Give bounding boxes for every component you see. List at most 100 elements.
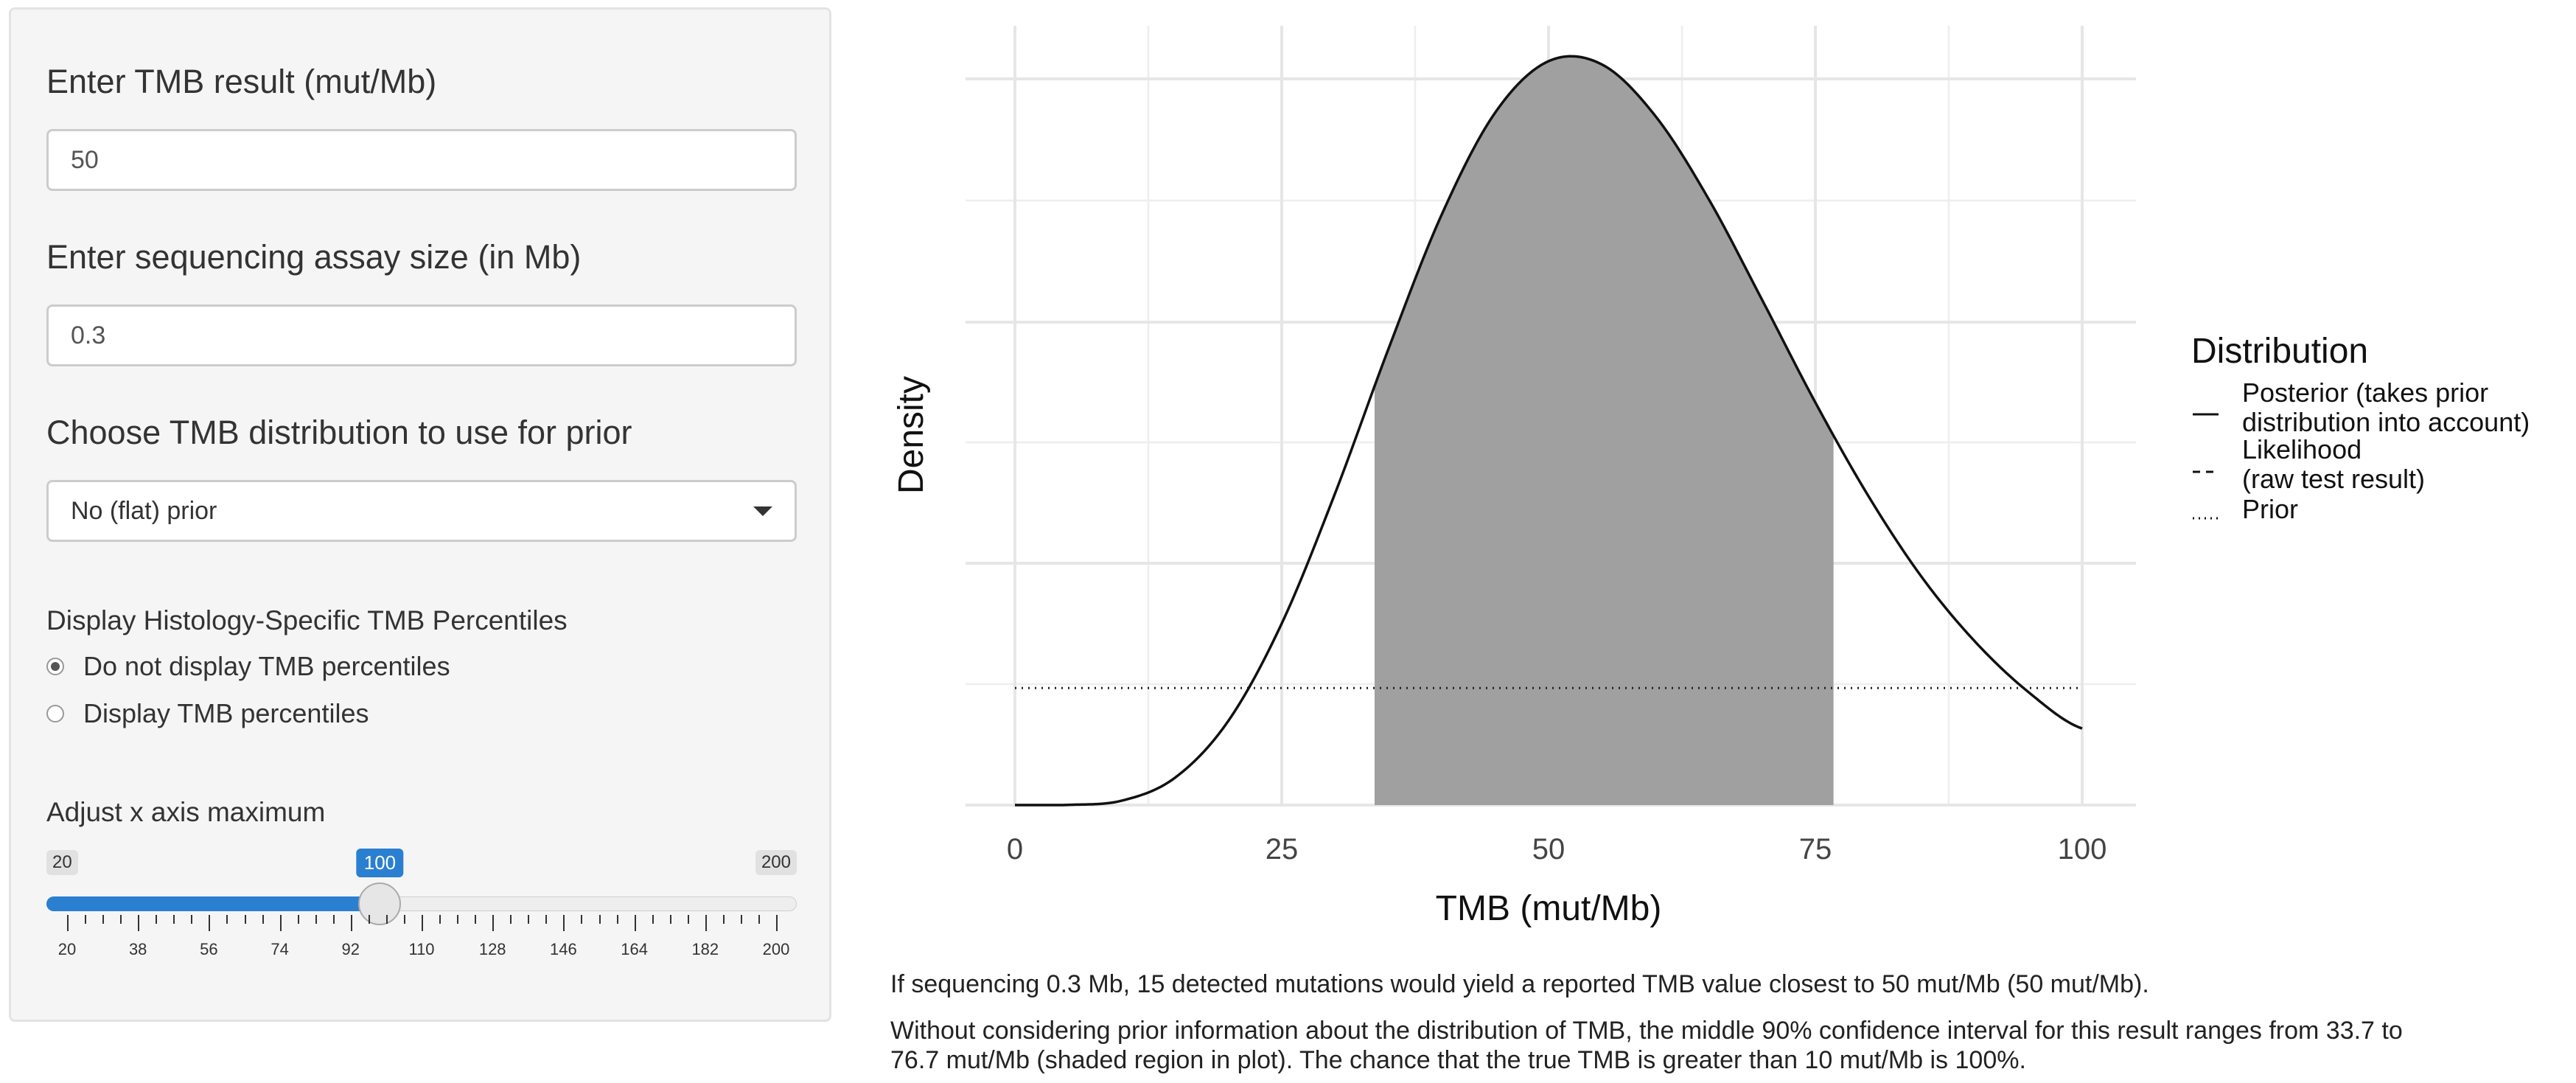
slider-minor-tick [652, 915, 654, 924]
prior-distribution-select[interactable]: No (flat) prior [46, 480, 797, 542]
x-axis-label: TMB (mut/Mb) [1436, 889, 1662, 928]
slider-tick-label: 146 [550, 940, 577, 958]
chevron-down-icon [753, 506, 772, 516]
slider-minor-tick [297, 915, 299, 924]
slider-major-tick [705, 915, 707, 931]
slider-minor-tick [758, 915, 760, 924]
legend-item: Prior [2193, 494, 2298, 524]
slider-major-tick [67, 915, 69, 931]
legend-label: Likelihood [2242, 434, 2362, 464]
radio-do-not-display[interactable]: Do not display TMB percentiles [46, 651, 450, 682]
slider-minor-tick [262, 915, 264, 924]
confidence-interval-text-1: Without considering prior information ab… [890, 1017, 2403, 1045]
slider-handle[interactable] [358, 882, 402, 925]
x-axis-max-slider[interactable]: 20 200 100 20 38 56 74 92 110 128 146 164 182 200 [46, 849, 797, 968]
radio-display-percentiles[interactable]: Display TMB percentiles [46, 698, 369, 729]
slider-major-tick [279, 915, 282, 931]
slider-minor-tick [191, 915, 193, 924]
confidence-interval-text-2: 76.7 mut/Mb (shaded region in plot). The… [890, 1046, 2026, 1074]
slider-minor-tick [385, 915, 388, 924]
tmb-density-chart: 0 25 50 75 100 TMB (mut/Mb) Density Distribu… [892, 26, 2530, 928]
slider-minor-tick [528, 915, 530, 924]
slider-minor-tick [616, 915, 618, 924]
radio-label: Do not display TMB percentiles [83, 651, 450, 681]
posterior-line [1015, 55, 2083, 807]
slider-min-label: 20 [46, 850, 78, 875]
x-axis-max-label: Adjust x axis maximum [46, 797, 326, 827]
slider-ticks: 20 38 56 74 92 110 128 146 164 182 200 [46, 915, 797, 959]
x-axis-tick-labels: 0 25 50 75 100 [1007, 833, 2107, 866]
slider-minor-tick [332, 915, 335, 924]
slider-minor-tick [457, 915, 459, 924]
radio-checked-icon [46, 658, 64, 675]
x-tick-label: 0 [1007, 833, 1023, 866]
tmb-result-input[interactable] [46, 129, 797, 191]
slider-tick-label: 200 [762, 940, 790, 958]
slider-tick-label: 92 [341, 940, 360, 958]
slider-minor-tick [581, 915, 583, 924]
slider-tick-label: 110 [408, 940, 435, 958]
slider-minor-tick [315, 915, 317, 924]
slider-minor-tick [545, 915, 548, 924]
confidence-interval-shade [1374, 56, 1834, 806]
slider-minor-tick [244, 915, 246, 924]
slider-tick-label: 74 [270, 940, 289, 958]
slider-minor-tick [173, 915, 175, 924]
radio-label: Display TMB percentiles [83, 698, 369, 728]
x-tick-label: 100 [2058, 833, 2107, 866]
slider-minor-tick [722, 915, 725, 924]
slider-major-tick [138, 915, 140, 931]
x-tick-label: 25 [1266, 833, 1299, 866]
slider-minor-tick [102, 915, 105, 924]
slider-major-tick [422, 915, 423, 931]
legend-label: Posterior (takes prior [2242, 377, 2488, 408]
tmb-summary-text: If sequencing 0.3 Mb, 15 detected mutati… [890, 970, 2149, 998]
slider-minor-tick [226, 915, 228, 924]
slider-major-tick [350, 915, 352, 931]
slider-major-tick [634, 915, 636, 931]
slider-major-tick [209, 915, 211, 931]
x-tick-label: 75 [1799, 833, 1832, 866]
prior-distribution-label: Choose TMB distribution to use for prior [46, 414, 632, 451]
slider-minor-tick [156, 915, 158, 924]
slider-tick-label: 20 [57, 940, 77, 958]
assay-size-input[interactable] [46, 304, 797, 366]
legend-title: Distribution [2191, 332, 2368, 371]
slider-minor-tick [439, 915, 441, 924]
assay-size-label: Enter sequencing assay size (in Mb) [46, 238, 582, 276]
slider-major-tick [492, 915, 495, 931]
slider-max-label: 200 [755, 850, 797, 875]
slider-tick-label: 164 [621, 940, 648, 958]
slider-minor-tick [598, 915, 601, 924]
percentiles-label: Display Histology-Specific TMB Percentil… [46, 605, 568, 635]
slider-minor-tick [120, 915, 122, 924]
slider-value-label: 100 [356, 849, 404, 877]
slider-minor-tick [669, 915, 671, 924]
radio-unchecked-icon [46, 705, 64, 722]
legend: Distribution Posterior (takes priordistr… [2191, 332, 2530, 524]
prior-selected-value: No (flat) prior [71, 496, 217, 525]
slider-minor-tick [687, 915, 689, 924]
slider-tick-label: 128 [478, 940, 506, 958]
slider-minor-tick [368, 915, 370, 924]
slider-minor-tick [475, 915, 477, 924]
slider-tick-label: 56 [200, 940, 218, 958]
legend-label: (raw test result) [2242, 464, 2425, 494]
slider-minor-tick [510, 915, 512, 924]
legend-label: distribution into account) [2242, 407, 2530, 437]
slider-minor-tick [85, 915, 87, 924]
x-tick-label: 50 [1532, 833, 1566, 866]
tmb-result-label: Enter TMB result (mut/Mb) [46, 63, 437, 100]
slider-minor-tick [403, 915, 405, 924]
slider-major-tick [563, 915, 565, 931]
slider-minor-tick [740, 915, 742, 924]
slider-fill [46, 896, 380, 911]
slider-major-tick [776, 915, 778, 931]
slider-tick-label: 38 [128, 940, 147, 958]
legend-item: Likelihood(raw test result) [2193, 434, 2425, 494]
legend-label: Prior [2242, 494, 2298, 524]
y-axis-label: Density [892, 376, 931, 494]
input-panel: Enter TMB result (mut/Mb) Enter sequenci… [9, 7, 831, 1022]
slider-tick-label: 182 [691, 940, 719, 958]
